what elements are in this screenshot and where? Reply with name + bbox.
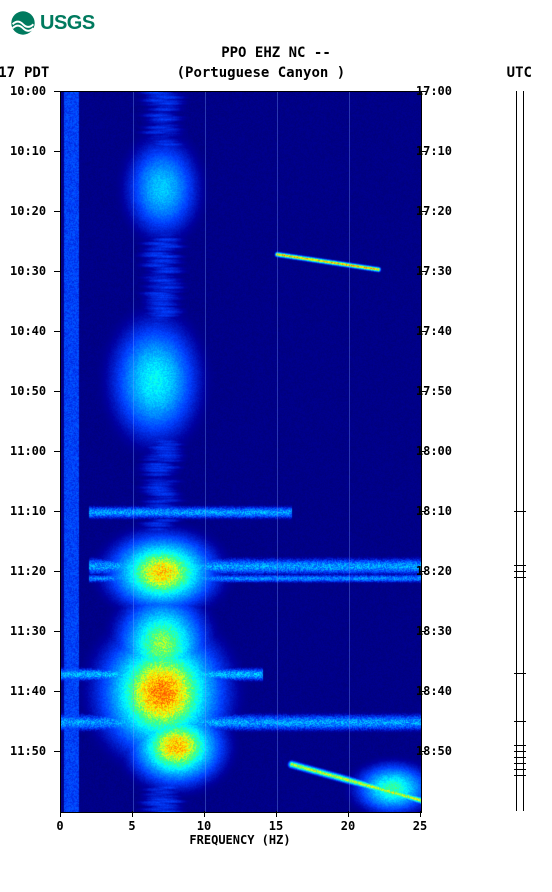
- header-left-tz: PDT: [24, 64, 49, 84]
- y-right-tick-label: 17:20: [404, 204, 452, 218]
- y-right-tick-label: 18:30: [404, 624, 452, 638]
- y-left-tick-label: 11:50: [10, 744, 58, 758]
- chart-header: PPO EHZ NC -- PDT Jul26,2017 (Portuguese…: [10, 44, 542, 83]
- x-tick-label: 0: [56, 819, 63, 833]
- spectrogram-plot: 10:00 10:10 10:20 10:30 10:40 10:50 11:00 11:10…: [10, 83, 540, 863]
- header-line1: PPO EHZ NC --: [10, 44, 542, 64]
- usgs-wave-icon: [10, 10, 36, 36]
- x-tick-label: 15: [269, 819, 283, 833]
- x-tick-label: 5: [128, 819, 135, 833]
- y-right-tick-label: 17:10: [404, 144, 452, 158]
- spectrogram-canvas: [61, 92, 421, 812]
- y-right-tick-label: 18:40: [404, 684, 452, 698]
- spectrogram-area: [60, 91, 422, 813]
- y-left-tick-label: 10:20: [10, 204, 58, 218]
- y-left-tick-label: 11:30: [10, 624, 58, 638]
- y-left-tick-label: 11:00: [10, 444, 58, 458]
- y-right-tick-label: 18:50: [404, 744, 452, 758]
- usgs-logo-text: USGS: [40, 12, 95, 35]
- usgs-logo: USGS: [10, 10, 542, 36]
- header-station: (Portuguese Canyon ): [177, 64, 346, 84]
- y-left-tick-label: 10:40: [10, 324, 58, 338]
- y-right-tick-label: 17:30: [404, 264, 452, 278]
- y-right-tick-label: 18:00: [404, 444, 452, 458]
- y-left-tick-label: 11:40: [10, 684, 58, 698]
- y-axis-right-utc: 17:0017:1017:2017:3017:4017:5018:0018:10…: [404, 91, 452, 811]
- x-tick-label: 10: [197, 819, 211, 833]
- y-left-tick-label: 10:50: [10, 384, 58, 398]
- x-tick-label: 25: [413, 819, 427, 833]
- event-strip: [516, 91, 524, 811]
- y-right-tick-label: 17:50: [404, 384, 452, 398]
- y-left-tick-label: 10:30: [10, 264, 58, 278]
- y-left-tick-label: 10:00: [10, 84, 58, 98]
- y-axis-left-pdt: 10:0010:1010:2010:3010:4010:5011:0011:10…: [10, 91, 58, 811]
- x-tick-label: 20: [341, 819, 355, 833]
- y-right-tick-label: 17:40: [404, 324, 452, 338]
- y-right-tick-label: 18:20: [404, 564, 452, 578]
- y-right-tick-label: 18:10: [404, 504, 452, 518]
- y-left-tick-label: 11:20: [10, 564, 58, 578]
- header-right-tz: UTC: [507, 64, 532, 84]
- header-date: Jul26,2017: [0, 64, 15, 84]
- x-axis-label: FREQUENCY (HZ): [60, 833, 420, 847]
- y-left-tick-label: 10:10: [10, 144, 58, 158]
- y-left-tick-label: 11:10: [10, 504, 58, 518]
- y-right-tick-label: 17:00: [404, 84, 452, 98]
